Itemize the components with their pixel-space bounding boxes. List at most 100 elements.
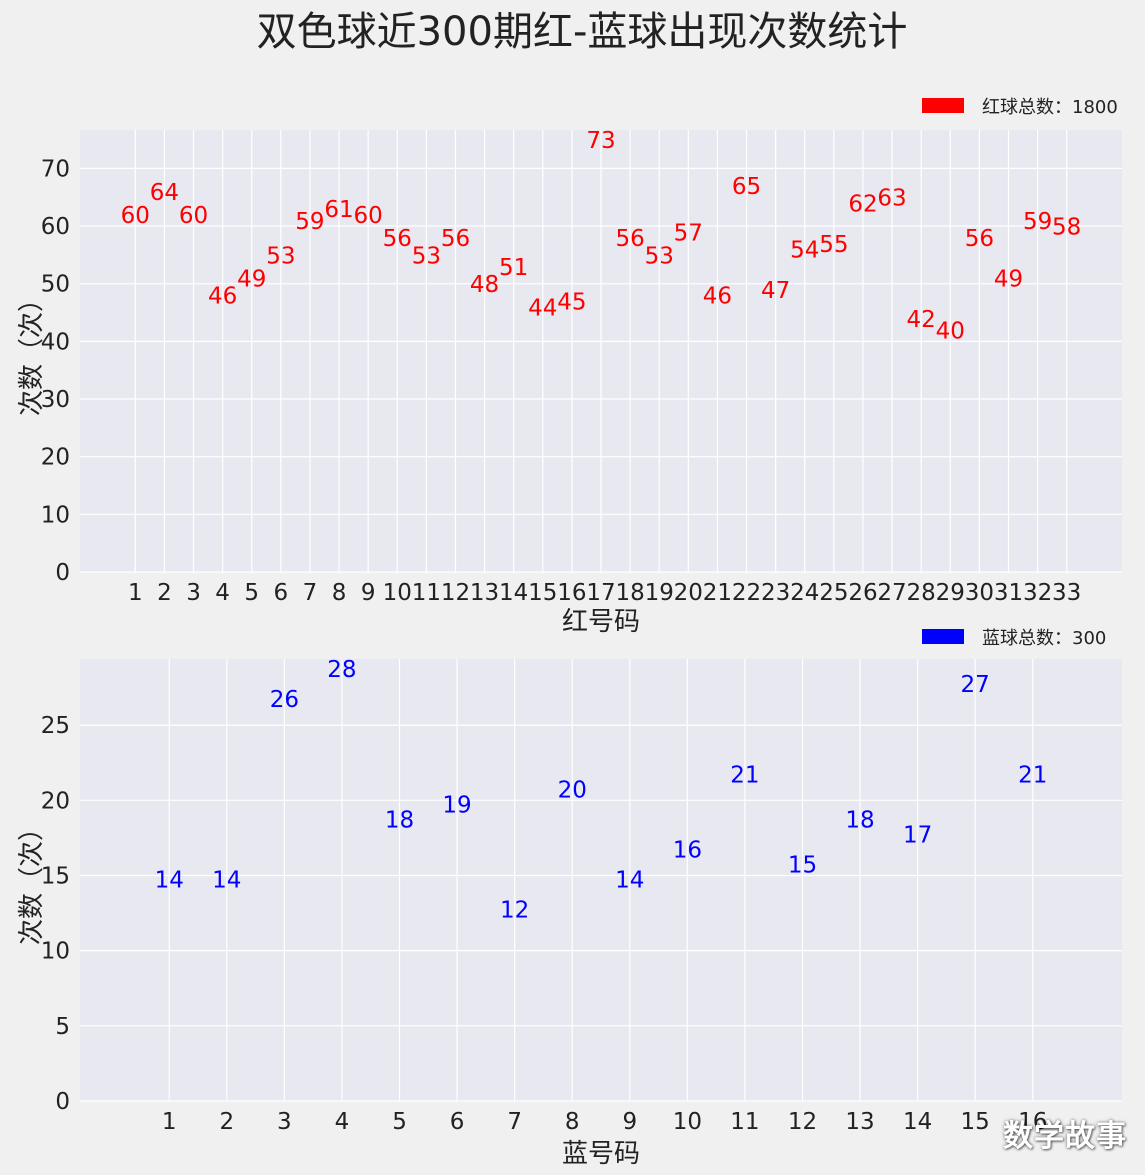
data-label: 18 [385,807,414,833]
x-tick-label: 15 [961,1109,990,1135]
y-tick-label: 0 [55,560,70,586]
y-tick-label: 50 [41,272,70,298]
legend-label: 红球总数：1800 [982,97,1118,118]
data-label: 21 [1018,762,1047,788]
y-tick-label: 20 [41,445,70,471]
data-label: 59 [295,209,324,235]
data-label: 45 [557,290,586,316]
data-label: 56 [965,226,994,252]
x-tick-label: 12 [788,1109,817,1135]
x-tick-label: 16 [1018,1109,1047,1135]
y-axis-label: 次数（次） [17,286,47,416]
y-tick-label: 15 [41,863,70,889]
data-label: 12 [500,898,529,924]
x-tick-label: 5 [392,1109,407,1135]
x-tick-label: 8 [332,580,347,606]
x-tick-label: 11 [412,580,441,606]
data-label: 46 [208,284,237,310]
data-label: 16 [673,837,702,863]
x-tick-label: 26 [848,580,877,606]
x-tick-label: 5 [244,580,259,606]
watermark: 数学故事 [1003,1119,1127,1154]
x-tick-label: 32 [1023,580,1052,606]
x-tick-label: 4 [215,580,230,606]
data-label: 21 [730,762,759,788]
data-label: 49 [994,266,1023,292]
data-label: 55 [819,232,848,258]
x-tick-label: 17 [586,580,615,606]
x-tick-label: 10 [673,1109,702,1135]
x-tick-label: 7 [303,580,318,606]
x-tick-label: 15 [528,580,557,606]
data-label: 57 [674,220,703,246]
x-tick-label: 2 [219,1109,234,1135]
data-label: 49 [237,266,266,292]
data-label: 28 [327,657,356,683]
data-label: 15 [788,852,817,878]
data-label: 56 [615,226,644,252]
x-tick-label: 14 [499,580,528,606]
data-label: 63 [877,186,906,212]
data-label: 62 [848,191,877,217]
data-label: 64 [150,180,179,206]
chart-title: 双色球近300期红-蓝球出现次数统计 [257,9,908,55]
data-label: 58 [1052,215,1081,241]
y-axis-label: 次数（次） [17,815,47,945]
data-label: 65 [732,174,761,200]
x-tick-label: 2 [157,580,172,606]
x-tick-label: 10 [383,580,412,606]
x-tick-label: 4 [335,1109,350,1135]
data-label: 53 [645,243,674,269]
x-tick-label: 9 [622,1109,637,1135]
x-tick-label: 28 [907,580,936,606]
x-tick-label: 33 [1052,580,1081,606]
x-tick-label: 3 [277,1109,292,1135]
x-tick-label: 13 [845,1109,874,1135]
data-label: 44 [528,295,557,321]
data-label: 46 [703,284,732,310]
data-label: 53 [412,243,441,269]
data-label: 61 [324,197,353,223]
legend-swatch [922,98,964,113]
x-tick-label: 1 [162,1109,177,1135]
y-tick-label: 25 [41,713,70,739]
x-tick-label: 12 [441,580,470,606]
y-tick-label: 0 [55,1089,70,1115]
y-tick-label: 30 [41,387,70,413]
data-label: 40 [936,318,965,344]
legend-swatch [922,629,964,644]
x-tick-label: 22 [732,580,761,606]
data-label: 26 [270,687,299,713]
x-tick-label: 8 [565,1109,580,1135]
x-tick-label: 18 [615,580,644,606]
x-tick-label: 3 [186,580,201,606]
data-label: 51 [499,255,528,281]
x-tick-label: 21 [703,580,732,606]
y-tick-label: 60 [41,214,70,240]
data-label: 17 [903,822,932,848]
data-label: 20 [558,777,587,803]
x-tick-label: 14 [903,1109,932,1135]
y-tick-label: 70 [41,156,70,182]
x-tick-label: 6 [274,580,289,606]
x-tick-label: 24 [790,580,819,606]
data-label: 42 [907,307,936,333]
data-label: 60 [121,203,150,229]
x-tick-label: 7 [507,1109,522,1135]
x-tick-label: 25 [819,580,848,606]
data-label: 60 [179,203,208,229]
data-label: 14 [615,868,644,894]
data-label: 48 [470,272,499,298]
data-label: 19 [442,792,471,818]
data-label: 54 [790,238,819,264]
x-tick-label: 20 [674,580,703,606]
data-label: 56 [383,226,412,252]
data-label: 27 [961,672,990,698]
x-tick-label: 13 [470,580,499,606]
x-tick-label: 19 [645,580,674,606]
legend-label: 蓝球总数：300 [982,628,1106,649]
data-label: 56 [441,226,470,252]
